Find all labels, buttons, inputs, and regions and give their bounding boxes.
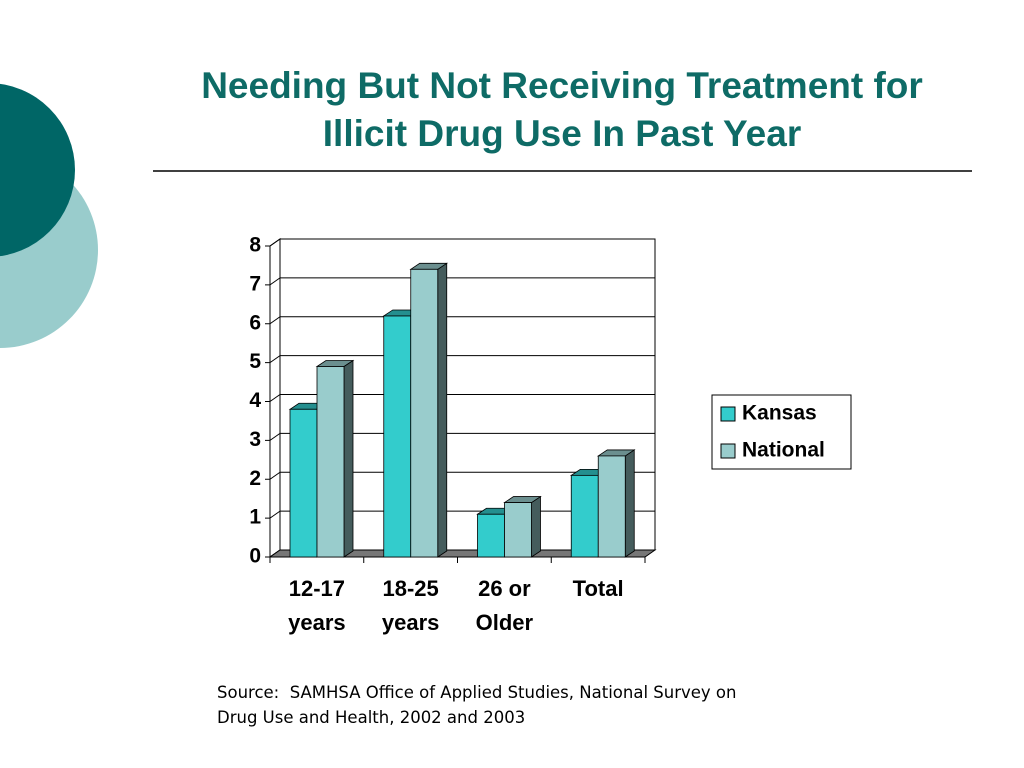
legend-swatch bbox=[720, 406, 736, 422]
bar-side bbox=[624, 449, 635, 558]
side-grid-line bbox=[269, 316, 281, 325]
legend-swatch bbox=[720, 443, 736, 459]
x-tick-label: 12-17 years bbox=[288, 576, 346, 635]
side-grid-line bbox=[269, 432, 281, 441]
side-grid-line bbox=[269, 355, 281, 364]
legend-label: National bbox=[742, 439, 825, 462]
y-tick-label: 0 bbox=[249, 545, 261, 568]
x-tick-label: Total bbox=[572, 576, 624, 601]
side-grid-line bbox=[269, 394, 281, 402]
y-tick-label: 3 bbox=[249, 428, 261, 451]
y-tick-label: 5 bbox=[249, 350, 261, 373]
side-grid-line bbox=[269, 277, 281, 286]
y-tick-label: 6 bbox=[249, 311, 261, 334]
bar-side bbox=[437, 262, 448, 558]
bar bbox=[289, 408, 318, 558]
source-note: Source: SAMHSA Office of Applied Studies… bbox=[217, 683, 742, 727]
decor-circle-dark bbox=[0, 83, 75, 257]
side-grid-line bbox=[269, 510, 281, 519]
bar bbox=[504, 502, 532, 558]
y-tick-label: 7 bbox=[249, 272, 261, 295]
x-tick-label: 26 or Older bbox=[475, 576, 534, 635]
y-tick-label: 8 bbox=[249, 234, 261, 257]
bar bbox=[316, 366, 345, 558]
bar bbox=[570, 474, 599, 558]
bar bbox=[383, 315, 412, 558]
side-grid-line bbox=[269, 238, 281, 247]
legend-label: Kansas bbox=[742, 402, 817, 425]
y-tick-label: 1 bbox=[249, 506, 261, 529]
bar bbox=[477, 513, 505, 558]
bar-side bbox=[343, 359, 354, 558]
y-tick-label: 2 bbox=[249, 467, 261, 490]
side-grid-line bbox=[269, 471, 281, 480]
chart-title: Needing But Not Receiving Treatment for … bbox=[201, 65, 923, 154]
bar bbox=[410, 268, 439, 558]
bar-side bbox=[531, 495, 541, 558]
y-tick-label: 4 bbox=[249, 389, 261, 412]
bar bbox=[597, 455, 626, 558]
x-tick-label: 18-25 years bbox=[381, 576, 440, 635]
